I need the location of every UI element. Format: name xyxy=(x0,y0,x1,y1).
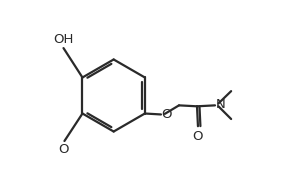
Text: OH: OH xyxy=(53,33,73,46)
Text: O: O xyxy=(58,142,69,155)
Text: O: O xyxy=(162,108,172,121)
Text: N: N xyxy=(216,99,226,112)
Text: O: O xyxy=(193,130,203,143)
